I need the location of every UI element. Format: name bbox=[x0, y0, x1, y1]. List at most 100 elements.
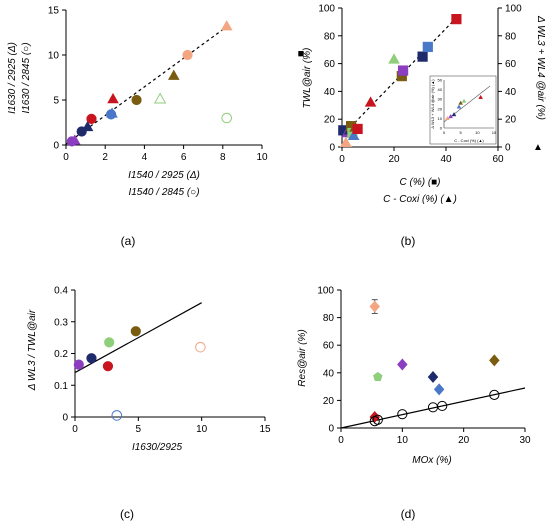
panel-b-caption: (b) bbox=[401, 234, 416, 248]
data-point-12 bbox=[220, 20, 233, 31]
data-point-8 bbox=[372, 414, 383, 425]
panel-d-trendline bbox=[340, 387, 526, 429]
data-point-13 bbox=[417, 51, 428, 62]
data-point-6 bbox=[347, 129, 360, 141]
panel-b-x-ticks: 0 20 40 60 bbox=[339, 147, 504, 165]
panel-d-xlabel: MOx (%) bbox=[412, 455, 451, 466]
data-point-2 bbox=[397, 358, 408, 371]
panel-d-caption: (d) bbox=[401, 507, 416, 521]
data-point-4 bbox=[433, 383, 445, 396]
y-tick-label: 0.1 bbox=[54, 381, 68, 392]
panel-b-xlabel-line1: C (%) (■) bbox=[399, 177, 440, 188]
y-tick-label: 80 bbox=[324, 31, 336, 42]
panel-a-xlabel-line1: I1540 / 2925 (Δ) bbox=[128, 170, 200, 181]
y-tick-label: 60 bbox=[323, 341, 335, 352]
x-tick-label: 2 bbox=[102, 152, 108, 163]
x-tick-label: 60 bbox=[492, 154, 504, 165]
panel-b-inset-y-ticks: 0 10 20 30 40 50 bbox=[438, 78, 443, 131]
inset-x-tick-label: 10 bbox=[475, 130, 480, 135]
panel-c-points bbox=[73, 326, 206, 421]
x-tick-label: 40 bbox=[440, 154, 452, 165]
inset-point-4 bbox=[458, 100, 463, 105]
data-point-8 bbox=[131, 94, 142, 106]
data-point-11 bbox=[182, 49, 193, 61]
x-tick-label: 10 bbox=[397, 435, 409, 446]
y-tick-label: 15 bbox=[48, 6, 60, 17]
panel-a-y-ticks: 0 5 10 15 bbox=[48, 6, 66, 152]
y-right-tick-label: 60 bbox=[505, 59, 517, 70]
panel-a-ylabel-line1: I1630 / 2925 (Δ) bbox=[7, 42, 18, 114]
data-point-12 bbox=[489, 389, 500, 400]
inset-y-tick-label: 0 bbox=[440, 126, 443, 131]
panel-c-y-ticks: 0 0.1 0.2 0.3 0.4 bbox=[54, 286, 75, 424]
data-point-3 bbox=[81, 120, 94, 132]
data-point-0 bbox=[369, 300, 380, 313]
data-point-1 bbox=[373, 371, 383, 382]
panel-a-xlabel-line2: I1540 / 2845 (○) bbox=[128, 187, 199, 198]
y-tick-label: 100 bbox=[318, 4, 335, 15]
inset-point-2 bbox=[451, 112, 457, 117]
data-point-8 bbox=[352, 123, 363, 135]
x-tick-label: 0 bbox=[339, 154, 345, 165]
panel-b-inset: 0 5 10 15 0 10 20 30 40 50 C - Coxi (%) (▲) Δ WL… bbox=[429, 75, 497, 145]
y-right-tick-label: 0 bbox=[505, 143, 511, 154]
x-tick-label: 4 bbox=[142, 152, 148, 163]
panel-c-ylabel: Δ WL3 / TWL@air bbox=[27, 309, 38, 391]
data-point-12 bbox=[397, 65, 409, 76]
panel-b-y-ticks-right: 0 20 40 60 80 100 bbox=[498, 4, 522, 154]
y-tick-label: 0 bbox=[329, 143, 335, 154]
panel-c-plot: 0 5 10 15 0 0.1 0.2 0.3 0.4 bbox=[54, 286, 271, 436]
panel-a-plot: 0 2 4 6 8 10 0 5 10 15 bbox=[48, 6, 268, 164]
y-tick-label: 0 bbox=[53, 141, 59, 152]
y-tick-label: 80 bbox=[323, 313, 335, 324]
data-point-4 bbox=[86, 113, 97, 124]
y-tick-label: 0.2 bbox=[54, 349, 68, 360]
y-right-tick-label: 20 bbox=[505, 115, 517, 126]
panel-b-ylabel-right: Δ WL3 + WL4 @air (%) bbox=[535, 15, 546, 120]
panel-b-inset-x-ticks: 0 5 10 15 bbox=[443, 130, 497, 135]
y-tick-label: 0.3 bbox=[54, 317, 68, 328]
panel-d-ylabel: Res@air (%) bbox=[297, 329, 308, 386]
inset-y-tick-label: 30 bbox=[438, 97, 443, 102]
data-point-3 bbox=[427, 370, 439, 383]
inset-y-tick-label: 10 bbox=[438, 116, 443, 121]
panel-a-caption: (a) bbox=[121, 234, 136, 248]
panel-c-xlabel: I1630/2925 bbox=[132, 442, 182, 453]
y-right-tick-label: 40 bbox=[505, 87, 517, 98]
y-tick-label: 40 bbox=[324, 87, 336, 98]
panel-b-inset-points bbox=[445, 94, 483, 121]
panel-b-xlabel-line2: C - Coxi (%) (▲) bbox=[383, 194, 457, 205]
y-tick-label: 10 bbox=[48, 51, 60, 62]
y-right-tick-label: 100 bbox=[505, 4, 522, 15]
x-tick-label: 5 bbox=[136, 424, 142, 435]
x-tick-label: 10 bbox=[196, 424, 208, 435]
data-point-5 bbox=[489, 354, 500, 367]
panel-b-y-ticks: 0 20 40 60 80 100 bbox=[318, 4, 342, 154]
x-tick-label: 30 bbox=[519, 435, 531, 446]
panel-b-inset-frame bbox=[429, 75, 497, 145]
y-tick-label: 0.4 bbox=[54, 286, 68, 297]
data-point-15 bbox=[451, 14, 462, 25]
data-point-6 bbox=[106, 107, 118, 118]
data-point-10 bbox=[168, 69, 180, 80]
data-point-2 bbox=[102, 361, 114, 372]
inset-point-3 bbox=[456, 104, 462, 109]
panel-b-ylabel-right-symbol: ▲ bbox=[533, 142, 543, 153]
data-point-1 bbox=[69, 134, 81, 145]
panel-c-trendline bbox=[74, 302, 202, 374]
data-point-9 bbox=[153, 92, 167, 104]
panel-c: 0 5 10 15 0 0.1 0.2 0.3 0.4 Δ WL3 / TWL@air I16… bbox=[27, 286, 271, 522]
x-tick-label: 20 bbox=[388, 154, 400, 165]
x-tick-label: 10 bbox=[256, 152, 268, 163]
panel-d-plot: 0 10 20 30 0 20 40 60 80 100 bbox=[317, 286, 531, 447]
inset-x-tick-label: 0 bbox=[443, 130, 446, 135]
y-tick-label: 100 bbox=[317, 286, 334, 297]
panel-d-points bbox=[369, 299, 500, 427]
panel-a-x-ticks: 0 2 4 6 8 10 bbox=[63, 145, 268, 163]
data-point-10 bbox=[388, 53, 400, 64]
inset-x-tick-label: 5 bbox=[460, 130, 463, 135]
inset-x-tick-label: 15 bbox=[492, 130, 497, 135]
data-point-9 bbox=[364, 96, 377, 107]
data-point-9 bbox=[397, 409, 408, 420]
